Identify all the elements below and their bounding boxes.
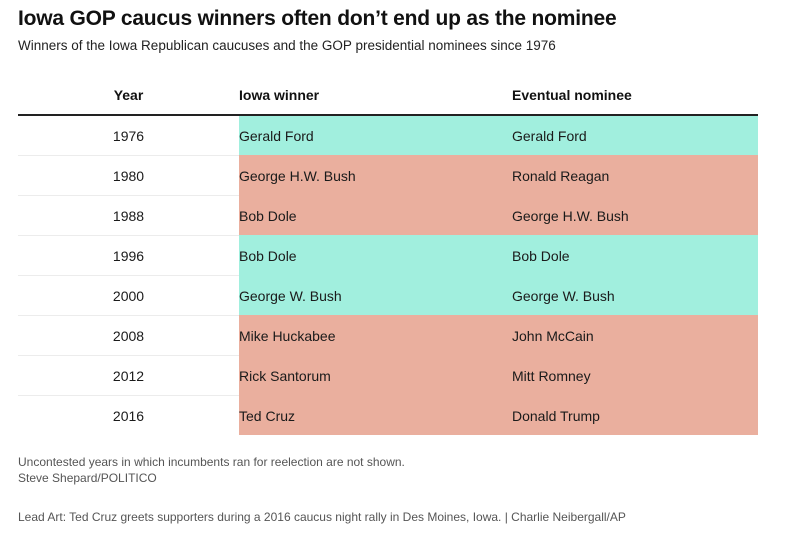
chart-subtitle: Winners of the Iowa Republican caucuses … bbox=[18, 38, 556, 53]
table-header: Year Iowa winner Eventual nominee bbox=[18, 76, 758, 116]
column-header-iowa-winner: Iowa winner bbox=[239, 76, 512, 116]
column-header-year: Year bbox=[18, 76, 239, 116]
caucus-results-table: Year Iowa winner Eventual nominee 1976 Ge… bbox=[18, 76, 758, 435]
table-row: 2008 Mike Huckabee John McCain bbox=[18, 315, 758, 356]
table-row: 1976 Gerald Ford Gerald Ford bbox=[18, 115, 758, 156]
eventual-nominee-cell: John McCain bbox=[512, 315, 758, 356]
table-row: 2016 Ted Cruz Donald Trump bbox=[18, 395, 758, 435]
year-cell: 2000 bbox=[18, 275, 239, 316]
iowa-winner-cell: Ted Cruz bbox=[239, 395, 512, 435]
eventual-nominee-cell: Mitt Romney bbox=[512, 355, 758, 396]
table-row: 1980 George H.W. Bush Ronald Reagan bbox=[18, 155, 758, 196]
year-cell: 1988 bbox=[18, 195, 239, 236]
source-credit: Steve Shepard/POLITICO bbox=[18, 471, 157, 485]
year-cell: 1976 bbox=[112, 127, 145, 144]
iowa-winner-cell: George W. Bush bbox=[239, 275, 512, 316]
iowa-winner-cell: Mike Huckabee bbox=[239, 315, 512, 356]
year-cell: 1996 bbox=[18, 235, 239, 276]
lead-art-caption: Lead Art: Ted Cruz greets supporters dur… bbox=[18, 510, 626, 524]
iowa-winner-cell: Bob Dole bbox=[239, 235, 512, 276]
eventual-nominee-cell: George H.W. Bush bbox=[512, 195, 758, 236]
chart-title: Iowa GOP caucus winners often don’t end … bbox=[18, 7, 617, 30]
eventual-nominee-cell: Gerald Ford bbox=[512, 115, 758, 156]
iowa-winner-cell: Gerald Ford bbox=[239, 115, 512, 156]
year-cell: 1980 bbox=[18, 155, 239, 196]
header-row: Year Iowa winner Eventual nominee bbox=[18, 76, 758, 116]
year-cell: 2012 bbox=[18, 355, 239, 396]
table-row: 2012 Rick Santorum Mitt Romney bbox=[18, 355, 758, 396]
eventual-nominee-cell: Ronald Reagan bbox=[512, 155, 758, 196]
table-row: 1996 Bob Dole Bob Dole bbox=[18, 235, 758, 276]
table-row: 1988 Bob Dole George H.W. Bush bbox=[18, 195, 758, 236]
column-header-eventual-nominee: Eventual nominee bbox=[512, 76, 758, 116]
eventual-nominee-cell: George W. Bush bbox=[512, 275, 758, 316]
table-row: 2000 George W. Bush George W. Bush bbox=[18, 275, 758, 316]
iowa-winner-cell: Rick Santorum bbox=[239, 355, 512, 396]
eventual-nominee-cell: Bob Dole bbox=[512, 235, 758, 276]
iowa-winner-cell: Bob Dole bbox=[239, 195, 512, 236]
eventual-nominee-cell: Donald Trump bbox=[512, 395, 758, 435]
table-body: 1976 Gerald Ford Gerald Ford 1980 George H.W… bbox=[18, 115, 758, 435]
iowa-winner-cell: George H.W. Bush bbox=[239, 155, 512, 196]
year-cell: 2008 bbox=[18, 315, 239, 356]
footnote: Uncontested years in which incumbents ra… bbox=[18, 455, 405, 469]
year-cell: 2016 bbox=[18, 395, 239, 435]
